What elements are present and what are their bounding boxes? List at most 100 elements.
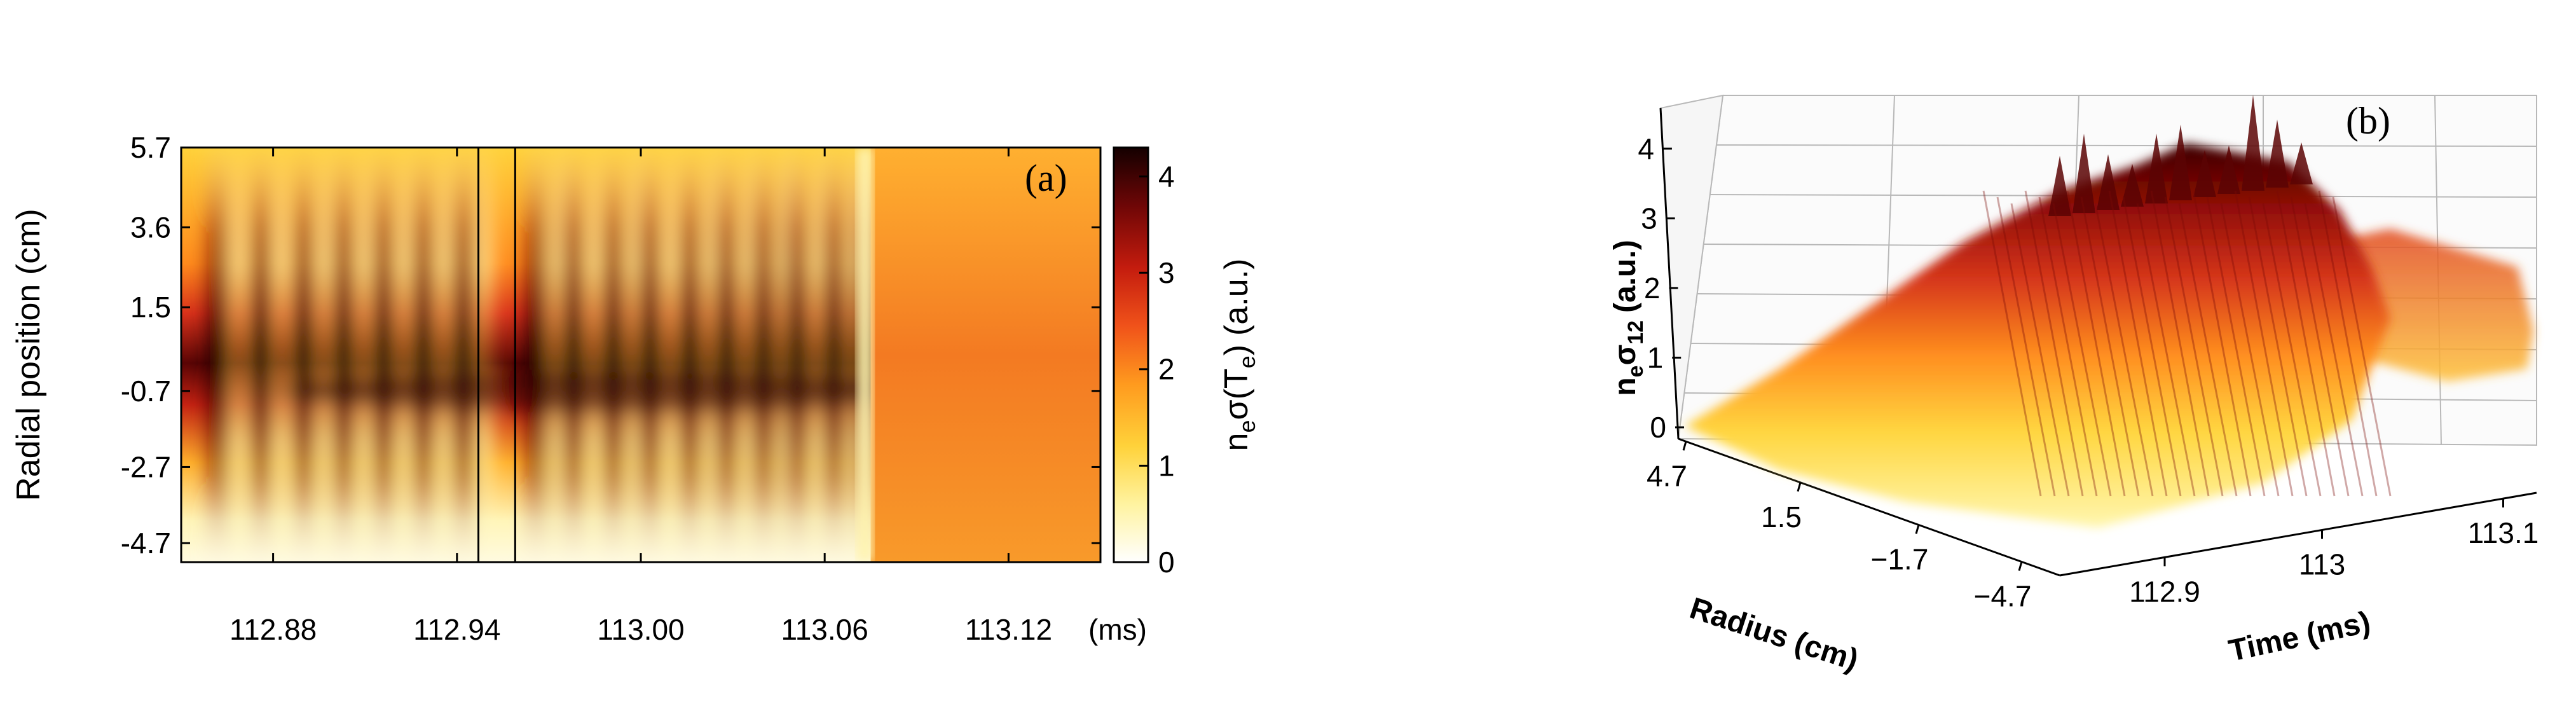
- z-tick-label: 0: [1650, 411, 1666, 444]
- surface-streak: [2192, 190, 2252, 497]
- radius-tick-mark: [1682, 441, 1687, 451]
- ridge-spike: [2072, 134, 2095, 213]
- oscillation-band: [601, 148, 625, 562]
- z-label-sub-12: 12: [1624, 320, 1648, 345]
- oscillation-band: [451, 148, 475, 562]
- y-tick-label: 1.5: [130, 291, 171, 324]
- heatmap-panel: 112.88 112.94 113.00 113.06 113.12 5.7 3.6 1.5…: [10, 131, 1260, 646]
- panel-a-tag: (a): [1025, 157, 1067, 199]
- x-tick-label: 112.94: [413, 613, 500, 646]
- surface-streak: [2010, 203, 2070, 497]
- ridge-spike: [2169, 125, 2192, 200]
- oscillation-light-band: [272, 148, 292, 562]
- x-unit-label: (ms): [1088, 613, 1147, 646]
- radius-tick-mark: [2018, 561, 2023, 571]
- surface-streak: [2234, 190, 2294, 497]
- surface-streak: [2122, 196, 2182, 497]
- time-tick-label: 112.9: [2129, 575, 2200, 608]
- z-label-sigma: σ: [1608, 345, 1642, 366]
- surface-streak: [2206, 196, 2266, 497]
- oscillation-light-band: [474, 148, 494, 562]
- oscillation-light-band: [355, 148, 374, 562]
- x-tick-label: 112.88: [230, 613, 317, 646]
- colorbar-label-close: ): [1218, 345, 1255, 355]
- surface-streak: [2332, 196, 2392, 497]
- heatmap-image: [181, 148, 1100, 562]
- ridge-spike: [2121, 163, 2144, 207]
- oscillation-band: [715, 148, 738, 562]
- surface-streak: [2290, 196, 2350, 497]
- colorbar-label-sub: e: [1234, 420, 1260, 432]
- surface-streak: [1982, 190, 2042, 497]
- y-tick-label: 5.7: [130, 131, 171, 164]
- surface-streak: [2304, 203, 2364, 497]
- z-label-sub-e: e: [1624, 366, 1648, 378]
- ridge-spike: [2145, 134, 2168, 203]
- ridge-spike: [2266, 120, 2289, 188]
- radius-tick-label: −1.7: [1871, 542, 1929, 575]
- oscillation-band: [372, 148, 395, 562]
- surface-streak: [2108, 190, 2168, 497]
- oscillation-band: [292, 148, 315, 562]
- oscillation-band: [751, 148, 775, 562]
- oscillation-light-band: [661, 148, 681, 562]
- ridge-spike: [2048, 156, 2071, 216]
- ridge-spike: [2217, 145, 2240, 194]
- z-label-units: (a.u.): [1608, 240, 1642, 313]
- radius-tick-label: 4.7: [1647, 459, 1687, 492]
- colorbar-tick-label: 2: [1158, 353, 1175, 386]
- time-tick-label: 113: [2299, 548, 2345, 581]
- oscillation-light-band: [434, 148, 454, 562]
- oscillation-light-band: [229, 148, 249, 562]
- surface-streak: [2164, 196, 2224, 497]
- y-tick-label: -0.7: [121, 375, 171, 408]
- x-tick-label: 113.00: [597, 613, 684, 646]
- time-axis-label: Time (ms): [2226, 605, 2373, 668]
- surface-mesh: [1685, 95, 2533, 528]
- oscillation-light-band: [584, 148, 604, 562]
- ridge-spike: [2097, 154, 2120, 210]
- z-tick-label: 3: [1641, 202, 1657, 235]
- radius-tick-label: −4.7: [1974, 580, 2032, 613]
- oscillation-band: [525, 148, 549, 562]
- y-axis-label: Radial position (cm): [10, 209, 47, 501]
- oscillation-band: [785, 148, 809, 562]
- z-label-n: n: [1608, 377, 1642, 396]
- y-tick-label: -4.7: [121, 526, 171, 560]
- z-axis-label: neσ12 (a.u.): [1608, 240, 1648, 396]
- radius-tick-label: 1.5: [1761, 500, 1802, 533]
- surface-streak: [2038, 196, 2098, 497]
- colorbar-gradient: [1113, 146, 1149, 563]
- surface-streak: [2262, 203, 2322, 497]
- ridge-spike: [2193, 149, 2216, 197]
- surface-streak: [2150, 190, 2210, 497]
- surface-streak: [2136, 203, 2196, 497]
- ridge-spike: [2290, 142, 2313, 184]
- oscillation-light-band: [315, 148, 334, 562]
- oscillation-band: [678, 148, 702, 562]
- surface-streak: [2178, 203, 2238, 497]
- ridge-spike: [2242, 95, 2264, 191]
- oscillation-band: [206, 148, 230, 562]
- surface-streak: [1996, 196, 2056, 497]
- surface-streak: [2276, 190, 2336, 497]
- oscillation-band: [638, 148, 662, 562]
- surface-floor-axes: [1659, 107, 2537, 577]
- oscillation-band: [411, 148, 435, 562]
- crash-front: [856, 148, 874, 562]
- surface-streak: [2220, 203, 2280, 497]
- oscillation-band: [332, 148, 355, 562]
- surface-streak: [2248, 196, 2308, 497]
- oscillation-light-band: [395, 148, 414, 562]
- oscillation-band: [249, 148, 273, 562]
- x-tick-label: 113.12: [965, 613, 1052, 646]
- time-tick-label: 113.1: [2468, 516, 2539, 549]
- colorbar-tick-label: 1: [1158, 449, 1175, 482]
- colorbar-label: neσ(Te)(a.u.): [1218, 259, 1260, 451]
- colorbar-label-n: n: [1218, 433, 1255, 451]
- colorbar-tick-label: 3: [1158, 256, 1175, 289]
- oscillation-band: [561, 148, 585, 562]
